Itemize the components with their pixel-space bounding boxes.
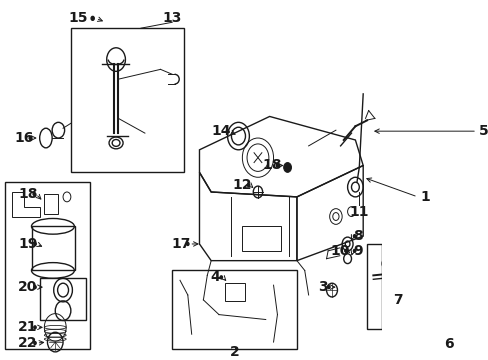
Text: 22: 22	[18, 336, 38, 350]
Text: 18: 18	[18, 187, 38, 201]
Bar	[43, 194, 58, 213]
Text: 13: 13	[162, 12, 182, 25]
Circle shape	[226, 130, 228, 132]
Text: 21: 21	[18, 320, 38, 334]
Circle shape	[34, 243, 36, 246]
Bar	[366, 244, 381, 329]
Text: 4: 4	[210, 270, 220, 284]
Bar	[242, 226, 281, 251]
Circle shape	[327, 286, 329, 289]
Circle shape	[220, 276, 222, 279]
Circle shape	[247, 184, 249, 186]
Circle shape	[91, 17, 94, 20]
Circle shape	[29, 136, 31, 140]
Circle shape	[476, 130, 479, 132]
Circle shape	[353, 235, 355, 238]
Circle shape	[186, 243, 188, 246]
Circle shape	[33, 193, 35, 195]
Bar	[172, 270, 296, 349]
Text: 3: 3	[317, 280, 327, 294]
Text: 6: 6	[443, 337, 453, 351]
Circle shape	[283, 163, 291, 172]
Text: 5: 5	[478, 124, 488, 138]
Text: 1: 1	[420, 190, 429, 204]
Text: 17: 17	[171, 237, 191, 251]
Text: 10: 10	[329, 244, 349, 258]
Text: 11: 11	[349, 204, 368, 219]
Bar	[32, 226, 75, 270]
Circle shape	[34, 286, 36, 289]
Bar	[40, 278, 86, 320]
Text: 15: 15	[69, 12, 88, 25]
Circle shape	[276, 164, 278, 167]
Text: 18: 18	[262, 158, 281, 172]
Text: 19: 19	[18, 237, 38, 251]
Text: 9: 9	[352, 244, 362, 258]
Circle shape	[403, 298, 405, 301]
Text: 16: 16	[14, 131, 34, 145]
Text: 20: 20	[18, 280, 38, 294]
Circle shape	[34, 326, 36, 329]
Text: 7: 7	[393, 293, 402, 307]
Text: 8: 8	[352, 229, 362, 243]
Bar	[4, 182, 90, 349]
Bar	[225, 283, 244, 301]
Circle shape	[417, 195, 420, 198]
Circle shape	[344, 249, 346, 252]
Circle shape	[353, 249, 355, 252]
Text: 12: 12	[232, 178, 252, 192]
Circle shape	[34, 342, 36, 345]
Text: 2: 2	[229, 345, 239, 359]
Text: 14: 14	[211, 124, 231, 138]
Bar	[71, 28, 183, 172]
